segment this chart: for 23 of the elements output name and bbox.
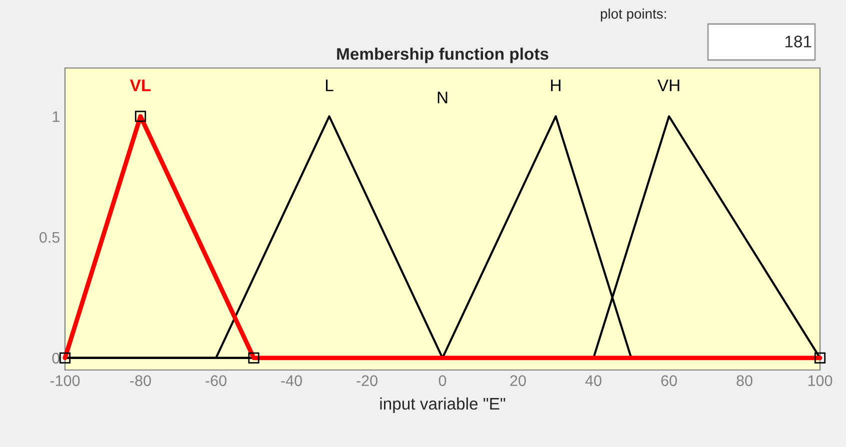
y-tick-label: 0 xyxy=(52,352,60,364)
x-axis-title: input variable "E" xyxy=(380,397,506,413)
x-tick-label: -40 xyxy=(281,375,302,386)
annotation: N xyxy=(438,92,448,104)
x-tick-label: 0 xyxy=(438,375,446,386)
x-tick-label: 100 xyxy=(808,375,832,386)
x-tick-label: -100 xyxy=(50,375,80,386)
x-tick-label: 80 xyxy=(736,375,752,386)
x-tick-label: -60 xyxy=(206,375,226,386)
series-label: VH xyxy=(657,80,680,92)
series-label: H xyxy=(551,80,560,92)
series-label: L xyxy=(326,80,334,92)
text: 181 xyxy=(785,36,812,48)
chart-title: Membership function plots xyxy=(337,48,548,64)
x-tick-label: -80 xyxy=(130,375,151,386)
x-tick-label: -20 xyxy=(356,375,378,386)
x-tick-label: 40 xyxy=(585,375,602,386)
series-label: VL xyxy=(130,80,151,92)
x-tick-label: 20 xyxy=(510,375,526,386)
y-tick-label: 1 xyxy=(52,111,60,122)
y-tick-label: 0.5 xyxy=(40,232,60,243)
x-tick-label: 60 xyxy=(661,375,677,386)
text: plot points: xyxy=(600,8,666,22)
